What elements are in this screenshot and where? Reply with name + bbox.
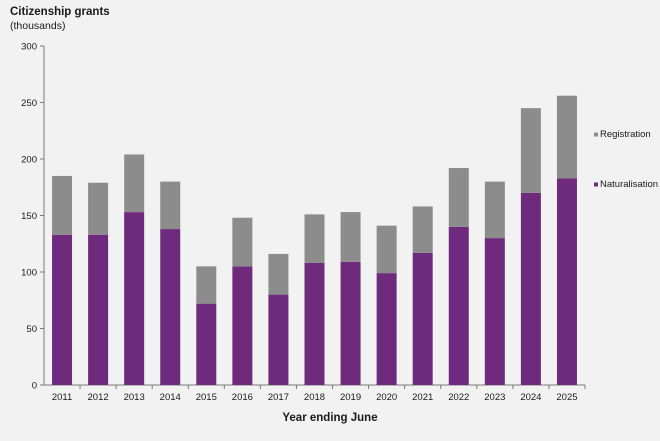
y-tick-labels: 0 50 100 150 200 250 300 bbox=[21, 42, 44, 392]
x-tick-label: 2020 bbox=[376, 392, 397, 403]
x-tick-label: 2014 bbox=[160, 392, 181, 403]
x-tick-label: 2015 bbox=[196, 392, 217, 403]
bar-naturalisation-2022 bbox=[448, 226, 469, 385]
bar-registration-2013 bbox=[124, 154, 145, 213]
legend-label-registration: Registration bbox=[600, 129, 651, 140]
x-tick-label: 2011 bbox=[52, 392, 72, 403]
x-tick-label: 2024 bbox=[520, 392, 541, 403]
legend-label-naturalisation: Naturalisation bbox=[600, 179, 658, 190]
x-tick-label: 2022 bbox=[448, 392, 469, 403]
bar-naturalisation-2014 bbox=[160, 229, 181, 385]
bar-registration-2022 bbox=[448, 168, 469, 227]
y-tick-label: 50 bbox=[26, 324, 37, 335]
y-tick-label: 250 bbox=[21, 98, 37, 109]
bar-naturalisation-2013 bbox=[124, 212, 145, 385]
x-tick-label: 2025 bbox=[556, 392, 577, 403]
chart-title: Citizenship grants bbox=[10, 6, 110, 18]
bar-registration-2015 bbox=[196, 266, 217, 304]
bar-naturalisation-2024 bbox=[520, 192, 541, 385]
legend-swatch-registration bbox=[594, 132, 598, 137]
chart-bars bbox=[52, 95, 577, 385]
x-tick-label: 2016 bbox=[232, 392, 253, 403]
bar-registration-2018 bbox=[304, 214, 325, 263]
x-tick-label: 2021 bbox=[412, 392, 433, 403]
bar-registration-2023 bbox=[484, 181, 505, 239]
bar-registration-2012 bbox=[88, 182, 109, 235]
bar-naturalisation-2019 bbox=[340, 261, 361, 385]
x-tick-label: 2018 bbox=[304, 392, 325, 403]
x-tick-label: 2023 bbox=[484, 392, 505, 403]
bar-naturalisation-2011 bbox=[52, 234, 73, 385]
bar-registration-2011 bbox=[52, 175, 73, 235]
bar-registration-2024 bbox=[520, 108, 541, 193]
bar-registration-2020 bbox=[376, 225, 397, 274]
bar-registration-2017 bbox=[268, 253, 289, 295]
y-tick-label: 300 bbox=[21, 42, 37, 53]
x-tick-label: 2019 bbox=[340, 392, 361, 403]
legend-swatch-naturalisation bbox=[594, 182, 598, 187]
bar-registration-2025 bbox=[556, 95, 577, 179]
y-tick-label: 0 bbox=[32, 381, 37, 392]
bar-naturalisation-2016 bbox=[232, 266, 253, 385]
x-axis-label: Year ending June bbox=[282, 412, 378, 424]
bar-registration-2021 bbox=[412, 206, 433, 253]
bar-registration-2019 bbox=[340, 212, 361, 262]
bar-naturalisation-2017 bbox=[268, 294, 289, 385]
y-tick-label: 200 bbox=[21, 155, 37, 166]
bar-naturalisation-2015 bbox=[196, 303, 217, 385]
bar-naturalisation-2020 bbox=[376, 273, 397, 385]
x-tick-label: 2017 bbox=[268, 392, 289, 403]
bar-naturalisation-2021 bbox=[412, 252, 433, 385]
y-tick-label: 100 bbox=[21, 268, 37, 279]
x-tick-labels: 2011 2012 2013 2014 2015 2016 2017 2018 2019 2020… bbox=[52, 385, 586, 403]
bar-naturalisation-2025 bbox=[556, 178, 577, 385]
bar-naturalisation-2018 bbox=[304, 262, 325, 385]
bar-naturalisation-2023 bbox=[484, 238, 505, 385]
chart-legend: Registration Naturalisation bbox=[594, 129, 658, 190]
bar-naturalisation-2012 bbox=[88, 234, 109, 385]
x-tick-label: 2012 bbox=[88, 392, 109, 403]
x-tick-label: 2013 bbox=[124, 392, 145, 403]
chart-subtitle: (thousands) bbox=[10, 20, 66, 32]
y-tick-label: 150 bbox=[21, 211, 37, 222]
bar-registration-2014 bbox=[160, 181, 181, 230]
bar-registration-2016 bbox=[232, 217, 253, 267]
